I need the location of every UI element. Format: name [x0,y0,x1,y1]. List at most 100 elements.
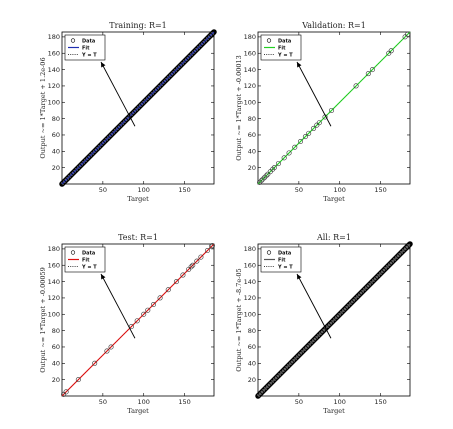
data-point [145,307,151,313]
annotation-arrow [100,61,136,127]
data-point [134,318,140,324]
annotation-arrowhead [101,274,106,280]
data-point [262,174,268,180]
x-tick-label: 50 [99,186,107,194]
y-tick-label: 60 [248,131,256,139]
data-point [188,264,194,270]
y-tick-label: 120 [48,294,60,302]
y-tick-label: 60 [52,343,60,351]
data-point [180,272,186,278]
data-point [311,125,317,131]
y-tick-label: 140 [244,66,256,74]
fit-line [257,31,411,185]
y-tick-label: 180 [48,33,60,41]
data-point [329,107,335,113]
data-point [92,360,98,366]
y-tick-label: 40 [52,148,60,156]
legend-data-marker [70,250,76,255]
y-tick-label: 40 [248,360,256,368]
data-point [165,287,171,293]
chart-title: Validation: R=1 [301,21,366,30]
legend-label: Data [82,251,95,257]
data-point [63,389,69,395]
y-tick-label: 80 [248,327,256,335]
x-tick-label: 150 [374,398,386,406]
data-point [258,178,264,184]
data-point [302,134,308,140]
data-point [281,155,287,161]
legend-label: Y = T [277,53,293,59]
y-tick-label: 20 [52,164,60,172]
x-tick-label: 150 [178,186,190,194]
data-point [270,166,276,172]
y-tick-label: 120 [244,294,256,302]
x-axis-label: Target [323,195,345,203]
data-point [369,67,375,73]
fit-line [257,243,411,397]
y-tick-label: 160 [244,261,256,269]
legend-label: Fit [82,258,90,264]
data-point [151,301,157,307]
y-tick-label: 180 [244,33,256,41]
y-tick-label: 60 [248,343,256,351]
x-tick-label: 100 [334,398,346,406]
data-point [263,173,269,179]
legend-label: Fit [278,46,286,52]
data-point [75,377,81,383]
annotation-arrow [296,273,332,339]
annotation-arrowhead [297,274,302,280]
y-tick-label: 160 [48,261,60,269]
y-tick-label: 80 [52,115,60,123]
x-tick-label: 50 [295,186,303,194]
panel-2: Validation: R=1 50 100 150 20 40 60 80 100 120 140… [235,21,411,203]
y-tick-label: 100 [244,98,256,106]
panel-1: Training: R=1 50 100 150 20 40 60 80 100 120 140 16… [39,21,217,203]
x-tick-label: 50 [99,398,107,406]
fit-line [61,31,215,185]
data-point [157,295,163,301]
x-tick-label: 100 [138,186,150,194]
data-point [141,311,147,317]
y-tick-label: 120 [244,82,256,90]
data-point [286,150,292,156]
y-axis-label: Output ~= 1*Target + -8.7e-05 [235,268,243,371]
chart-title: Test: R=1 [118,233,158,242]
y-tick-label: 80 [52,327,60,335]
legend-label: Data [278,39,291,45]
data-point [108,344,114,350]
x-axis-label: Target [323,407,345,415]
annotation-arrowhead [297,62,302,68]
data-point [260,176,266,182]
data-point [173,279,179,285]
y-tick-label: 100 [244,310,256,318]
legend-label: Y = T [81,265,97,271]
x-tick-label: 50 [295,398,303,406]
data-point [353,83,359,89]
annotation-arrowhead [101,62,106,68]
x-tick-label: 150 [374,186,386,194]
data-point [297,139,303,145]
data-point [209,243,215,249]
data-point [405,31,411,37]
data-point [204,248,210,254]
y-tick-label: 60 [52,131,60,139]
data-point [292,144,298,150]
y-tick-label: 100 [48,310,60,318]
x-axis-label: Target [127,195,149,203]
chart-title: All: R=1 [316,233,351,242]
x-axis-label: Target [127,407,149,415]
data-point [257,179,263,185]
y-tick-label: 160 [244,49,256,57]
x-tick-label: 150 [178,398,190,406]
panel-3: Test: R=1 50 100 150 20 40 60 80 100 120 140 160 180… [39,233,215,415]
y-tick-label: 80 [248,115,256,123]
x-tick-label: 100 [334,186,346,194]
legend-label: Y = T [81,53,97,59]
data-point [271,165,277,171]
y-axis-label: Output ~= 1*Target + 1.2e-06 [39,57,47,158]
legend-label: Fit [82,46,90,52]
